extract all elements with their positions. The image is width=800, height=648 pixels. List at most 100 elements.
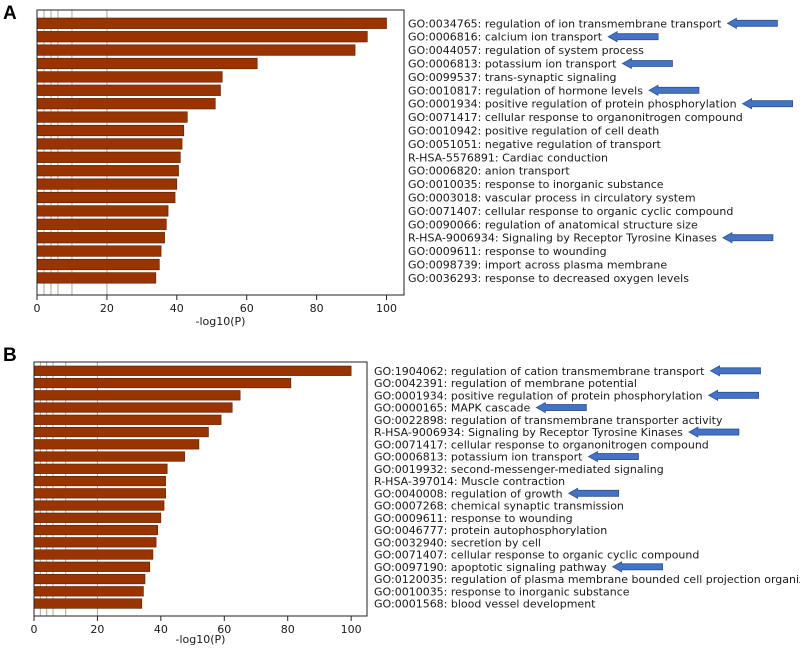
bar [33,365,352,376]
category-label: GO:0007268: chemical synaptic transmissi… [374,500,624,513]
bar [36,138,183,150]
x-tick-label: 0 [34,302,41,315]
bar [33,586,144,597]
category-label: GO:0097190: apoptotic signaling pathway [374,561,607,574]
bar [36,17,387,29]
bar [36,84,221,96]
x-tick-label: 60 [217,623,231,636]
bar [33,475,166,487]
category-label: GO:0071407: cellular response to organic… [374,549,699,562]
category-label: GO:0003018: vascular process in circulat… [408,192,696,205]
x-tick-label: 100 [376,302,397,315]
x-tick-label: 40 [154,623,168,636]
category-label: GO:0051051: negative regulation of trans… [408,138,661,151]
category-label: GO:0006813: potassium ion transport [408,58,617,71]
bar [36,165,179,177]
bar [33,426,209,438]
category-label: GO:0006820: anion transport [408,165,570,178]
category-label: GO:0001568: blood vessel development [374,598,596,611]
x-axis-label: -log10(P) [196,315,246,328]
category-label: GO:0071417: cellular response to organon… [374,438,709,451]
bar [36,191,176,204]
highlight-arrow-icon [607,31,659,43]
bar [33,390,241,401]
bar [36,31,368,43]
bar [33,463,168,474]
x-tick-label: 80 [281,623,295,636]
category-label: GO:0090066: regulation of anatomical str… [408,218,698,231]
bar [36,151,181,163]
x-tick-label: 60 [240,302,254,315]
x-tick-label: 0 [31,623,38,636]
bar [36,245,162,257]
category-label: GO:0046777: protein autophosphorylation [374,524,607,537]
bar [33,500,165,511]
highlight-arrow-icon [741,98,793,110]
bar [33,377,292,389]
bar [33,512,162,523]
category-label: GO:0022898: regulation of transmembrane … [374,414,723,427]
highlight-arrow-icon [567,487,620,499]
category-label: GO:0040008: regulation of growth [374,487,563,500]
bar [36,178,178,190]
category-label: GO:1904062: regulation of cation transme… [374,365,705,378]
category-label: GO:0009611: response to wounding [408,245,607,258]
bar [33,561,151,572]
bar [36,218,167,230]
bar [36,272,157,284]
bar [33,573,146,585]
x-tick-label: 20 [90,623,104,636]
bar [33,524,158,536]
bar [33,488,166,499]
category-label: GO:0099537: trans-synaptic signaling [408,71,617,84]
category-label: GO:0010942: positive regulation of cell … [408,125,659,138]
category-label: GO:0034765: regulation of ion transmembr… [408,17,722,30]
category-label: GO:0010035: response to inorganic substa… [408,178,664,191]
category-label: R-HSA-9006934: Signaling by Receptor Tyr… [408,232,717,245]
bar [36,205,169,217]
bar [36,71,223,83]
category-label: GO:0001934: positive regulation of prote… [408,98,737,111]
bar [33,598,143,609]
highlight-arrow-icon [688,426,740,438]
bar [33,549,154,560]
category-label: R-HSA-9006934: Signaling by Receptor Tyr… [374,426,683,439]
category-label: GO:0032940: secretion by cell [374,536,541,549]
category-label: GO:0000165: MAPK cascade [374,402,531,415]
x-axis-label: -log10(P) [176,633,226,646]
category-label: R-HSA-5576891: Cardiac conduction [408,151,608,164]
category-label: GO:0036293: response to decreased oxygen… [408,272,689,285]
highlight-arrow-icon [621,57,673,70]
panel-a-letter: A [3,3,17,24]
bar [33,402,233,413]
panel-b-letter: B [3,345,17,366]
category-label: GO:0006816: calcium ion transport [408,31,603,44]
category-label: GO:0006813: potassium ion transport [374,451,583,464]
bar [36,258,160,271]
bar [36,98,216,110]
highlight-arrow-icon [726,17,778,29]
category-label: GO:0019932: second-messenger-mediated si… [374,463,664,476]
category-label: R-HSA-397014: Muscle contraction [374,475,565,488]
category-label: GO:0098739: import across plasma membran… [408,259,667,272]
bar [33,537,157,548]
category-label: GO:0044057: regulation of system process [408,44,644,57]
bar [36,232,165,244]
x-tick-label: 80 [310,302,324,315]
category-label: GO:0071417: cellular response to organon… [408,111,743,124]
category-label: GO:0010035: response to inorganic substa… [374,585,630,598]
x-tick-label: 40 [170,302,184,315]
category-label: GO:0042391: regulation of membrane poten… [374,377,637,390]
highlight-arrow-icon [648,84,700,96]
category-label: GO:0120035: regulation of plasma membran… [374,573,800,586]
highlight-arrow-icon [707,389,759,401]
highlight-arrow-icon [535,401,587,414]
category-label: GO:0009611: response to wounding [374,512,573,525]
highlight-arrow-icon [709,365,761,377]
panel-b-chart: 0 20 40 60 80 100 -log10(P) GO:1904062: regulat… [31,361,800,646]
plot-frame [33,361,368,617]
highlight-arrow-icon [587,450,639,463]
x-tick-label: 100 [341,623,362,636]
plot-frame [36,9,405,296]
